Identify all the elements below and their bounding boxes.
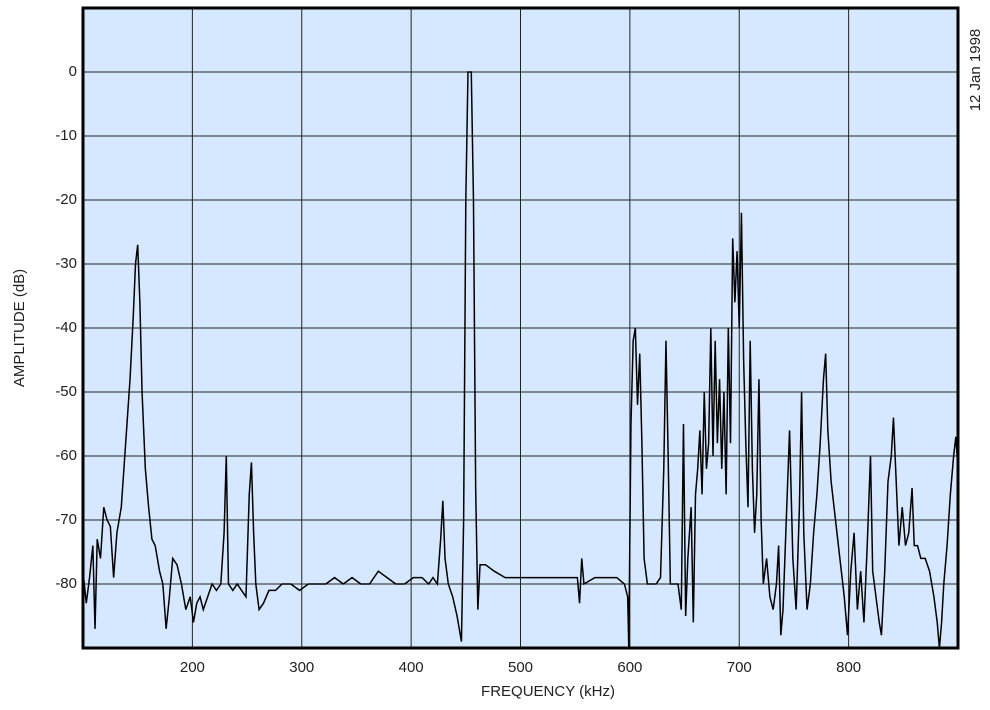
y-tick-label: -80 — [55, 575, 77, 592]
y-tick-label: -10 — [55, 127, 77, 144]
x-tick-label: 400 — [399, 659, 424, 676]
y-tick-label: -20 — [55, 191, 77, 208]
spectrum-line — [82, 71, 959, 649]
x-tick-label: 200 — [180, 659, 205, 676]
x-tick-label: 300 — [289, 659, 314, 676]
y-tick-label: -30 — [55, 255, 77, 272]
plot-frame — [81, 6, 960, 650]
grid — [83, 8, 958, 648]
x-tick-label: 600 — [617, 659, 642, 676]
date-annotation: 12 Jan 1998 — [967, 29, 984, 112]
y-tick-label: -40 — [55, 319, 77, 336]
x-tick-label: 500 — [508, 659, 533, 676]
y-tick-label: -70 — [55, 511, 77, 528]
x-axis-label: FREQUENCY (kHz) — [481, 683, 615, 700]
x-tick-label: 700 — [727, 659, 752, 676]
x-tick-label: 800 — [836, 659, 861, 676]
y-tick-label: -60 — [55, 447, 77, 464]
y-axis-label: AMPLITUDE (dB) — [11, 269, 28, 387]
y-tick-label: 0 — [69, 63, 77, 80]
y-tick-label: -50 — [55, 383, 77, 400]
